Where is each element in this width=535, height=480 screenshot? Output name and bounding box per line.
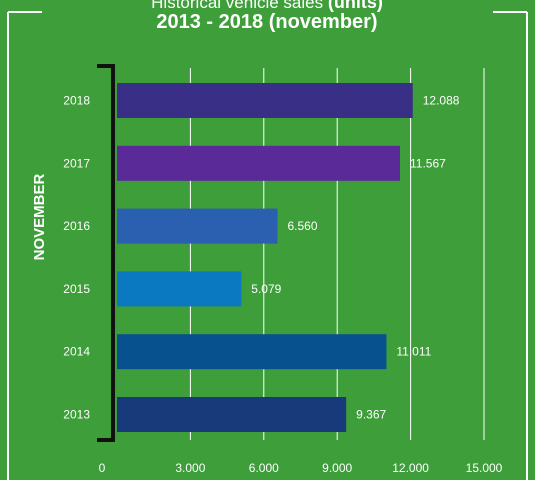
value-label: 9.367	[356, 408, 386, 422]
category-label: 2016	[63, 219, 90, 233]
category-label: 2013	[63, 408, 90, 422]
bar-2014	[117, 334, 387, 370]
x-tick-label: 6.000	[249, 461, 279, 475]
value-labels: 12.088 11.567 6.560 5.079 11.011 9.367	[251, 94, 460, 422]
axis-bracket	[97, 64, 115, 442]
value-label: 11.011	[396, 345, 431, 359]
x-tick-label: 9.000	[322, 461, 352, 475]
category-label: 2014	[63, 345, 90, 359]
bar-2018	[117, 83, 413, 118]
x-tick-label: 12.000	[392, 461, 429, 475]
bar-2016	[117, 208, 278, 244]
x-tick-label: 15.000	[466, 461, 503, 475]
x-tick-label: 3.000	[175, 461, 205, 475]
chart-title-line2: 2013 - 2018 (november)	[156, 11, 377, 33]
value-label: 12.088	[423, 94, 460, 108]
gridlines	[189, 68, 485, 440]
x-tick-label: 0	[99, 461, 106, 475]
category-label: 2018	[63, 94, 90, 108]
x-tick-labels: 0 3.000 6.000 9.000 12.000 15.000	[99, 461, 503, 475]
y-axis-label: NOVEMBER	[31, 174, 48, 261]
chart-title-line1: Historical vehicle sales (units)	[151, 0, 383, 12]
category-label: 2015	[63, 282, 90, 296]
bar-2015	[117, 271, 242, 307]
chart-frame	[7, 11, 528, 480]
category-labels: 2018 2017 2016 2015 2014 2013	[63, 94, 90, 422]
bars	[117, 83, 413, 432]
value-label: 6.560	[288, 219, 318, 233]
bar-2013	[117, 397, 347, 432]
bar-2017	[117, 145, 401, 181]
value-label: 11.567	[410, 156, 446, 170]
category-label: 2017	[63, 156, 90, 170]
value-label: 5.079	[251, 282, 281, 296]
